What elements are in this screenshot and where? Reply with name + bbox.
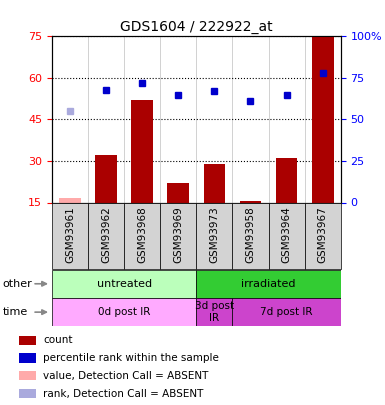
Text: GSM93967: GSM93967 xyxy=(318,206,328,262)
Text: 7d post IR: 7d post IR xyxy=(260,307,313,317)
Bar xyxy=(167,183,189,202)
Title: GDS1604 / 222922_at: GDS1604 / 222922_at xyxy=(120,20,273,34)
Bar xyxy=(233,298,341,326)
Bar xyxy=(19,371,36,380)
Bar xyxy=(196,270,341,298)
Bar xyxy=(88,202,124,269)
Text: other: other xyxy=(3,279,32,289)
Bar xyxy=(204,164,225,202)
Text: untreated: untreated xyxy=(97,279,152,289)
Bar xyxy=(95,156,117,202)
Bar xyxy=(52,298,196,326)
Text: 0d post IR: 0d post IR xyxy=(98,307,151,317)
Bar xyxy=(59,198,81,202)
Bar xyxy=(131,100,153,202)
Bar xyxy=(269,202,305,269)
Text: GSM93968: GSM93968 xyxy=(137,206,147,262)
Text: GSM93964: GSM93964 xyxy=(281,206,291,262)
Text: GSM93958: GSM93958 xyxy=(246,206,256,262)
Text: GSM93973: GSM93973 xyxy=(209,206,219,262)
Bar xyxy=(124,202,160,269)
Bar xyxy=(160,202,196,269)
Bar xyxy=(239,201,261,202)
Text: time: time xyxy=(3,307,28,317)
Bar xyxy=(19,389,36,398)
Text: GSM93962: GSM93962 xyxy=(101,206,111,262)
Bar xyxy=(276,158,298,202)
Bar xyxy=(305,202,341,269)
Text: percentile rank within the sample: percentile rank within the sample xyxy=(43,353,219,363)
Bar xyxy=(196,202,233,269)
Text: value, Detection Call = ABSENT: value, Detection Call = ABSENT xyxy=(43,371,209,381)
Bar xyxy=(312,36,333,202)
Text: GSM93969: GSM93969 xyxy=(173,206,183,262)
Bar xyxy=(19,354,36,363)
Bar xyxy=(52,202,88,269)
Bar xyxy=(233,202,269,269)
Text: count: count xyxy=(43,335,73,345)
Text: irradiated: irradiated xyxy=(241,279,296,289)
Bar xyxy=(52,270,196,298)
Text: 3d post
IR: 3d post IR xyxy=(195,301,234,323)
Bar xyxy=(19,336,36,345)
Text: rank, Detection Call = ABSENT: rank, Detection Call = ABSENT xyxy=(43,388,204,399)
Bar xyxy=(196,298,233,326)
Text: GSM93961: GSM93961 xyxy=(65,206,75,262)
